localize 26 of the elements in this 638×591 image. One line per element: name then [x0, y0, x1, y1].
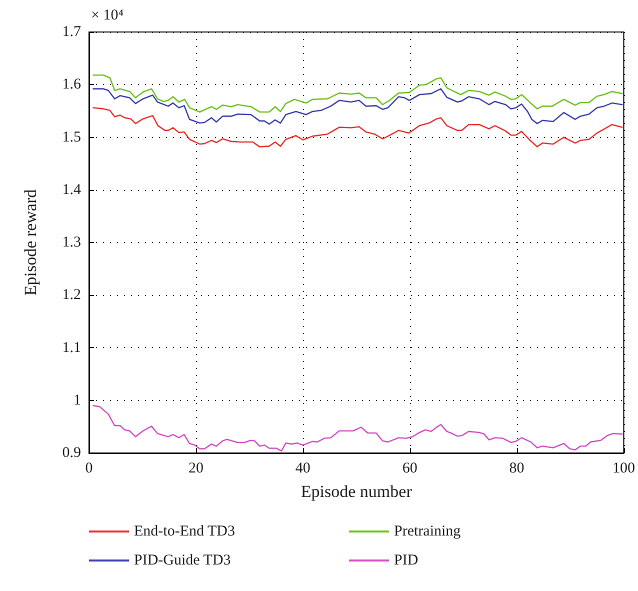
line-series [92, 107, 623, 148]
y-tick-label: 1.5 [62, 129, 81, 146]
legend-label: End-to-End TD3 [134, 524, 235, 540]
y-tick-label: 1.3 [62, 234, 81, 250]
x-tick-label: 80 [509, 460, 524, 476]
y-axis-title: Episode reward [21, 188, 40, 296]
y-tick-label: 1.2 [62, 287, 81, 304]
line-series [92, 88, 623, 125]
x-tick-label: 0 [85, 460, 93, 476]
text: × 10⁴ [91, 8, 124, 24]
y-tick-label: 0.9 [62, 445, 81, 461]
y-tick-label: 1.7 [62, 24, 82, 40]
x-tick-label: 60 [402, 460, 418, 476]
x-tick-label: 20 [188, 460, 204, 476]
legend-label: Pretraining [394, 524, 462, 540]
legend-label: PID [394, 552, 418, 568]
y-tick-label: 1.1 [62, 340, 81, 356]
x-tick-label: 40 [295, 460, 310, 476]
y-tick-label: 1.6 [62, 76, 82, 93]
y-tick-label: 1.4 [62, 182, 82, 198]
y-tick-label: 1 [74, 392, 81, 408]
line-series [92, 404, 623, 452]
line-series [92, 74, 623, 113]
x-axis-title: Episode number [300, 482, 412, 501]
x-tick-label: 100 [612, 460, 635, 476]
legend-label: PID-Guide TD3 [134, 552, 231, 568]
